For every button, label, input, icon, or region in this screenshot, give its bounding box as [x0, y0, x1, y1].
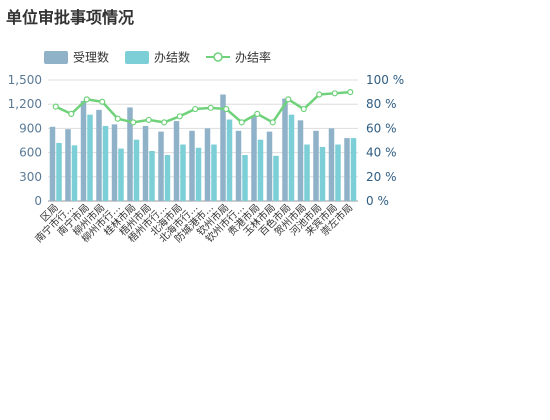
rate-point[interactable]	[176, 113, 183, 120]
rate-point[interactable]	[331, 90, 338, 97]
bar-completed[interactable]	[118, 148, 124, 201]
bar-completed[interactable]	[102, 125, 109, 201]
rate-point[interactable]	[145, 116, 152, 124]
y-right-tick-label: 40 %	[366, 146, 397, 160]
bar-accepted[interactable]	[127, 107, 133, 201]
bar-accepted[interactable]	[313, 130, 319, 201]
rate-point[interactable]	[52, 103, 59, 110]
rate-point[interactable]	[316, 91, 323, 98]
bar-completed[interactable]	[273, 155, 279, 201]
rate-point[interactable]	[161, 119, 168, 126]
legend-label-1[interactable]: 办结数	[154, 50, 190, 65]
bar-completed[interactable]	[319, 146, 326, 201]
bar-completed[interactable]	[288, 114, 295, 201]
rate-point[interactable]	[99, 98, 106, 105]
legend-swatch-1[interactable]	[125, 51, 149, 64]
bar-completed[interactable]	[149, 150, 155, 201]
legend-marker-2[interactable]	[213, 52, 223, 62]
rate-point[interactable]	[192, 105, 199, 113]
bar-accepted[interactable]	[235, 130, 242, 201]
y-left-tick-label: 900	[19, 121, 42, 135]
bar-accepted[interactable]	[49, 126, 56, 201]
bar-completed[interactable]	[211, 144, 217, 201]
bar-accepted[interactable]	[189, 130, 195, 201]
bar-accepted[interactable]	[328, 128, 335, 201]
legend-swatch-0[interactable]	[44, 51, 68, 64]
rate-point[interactable]	[347, 88, 354, 96]
rate-point[interactable]	[300, 105, 307, 113]
bar-accepted[interactable]	[344, 138, 350, 201]
bar-completed[interactable]	[180, 144, 186, 201]
y-right-tick-label: 100 %	[366, 73, 404, 87]
bar-accepted[interactable]	[266, 131, 273, 201]
bar-accepted[interactable]	[173, 121, 180, 201]
bar-completed[interactable]	[71, 145, 78, 201]
bar-completed[interactable]	[195, 147, 202, 201]
bar-accepted[interactable]	[65, 129, 71, 201]
rate-point[interactable]	[83, 96, 90, 103]
rate-point[interactable]	[114, 115, 121, 122]
bar-accepted[interactable]	[297, 120, 304, 201]
legend-label-0[interactable]: 受理数	[73, 50, 109, 65]
y-left-tick-label: 300	[19, 170, 42, 184]
bar-accepted[interactable]	[282, 98, 288, 201]
bar-completed[interactable]	[226, 119, 233, 201]
bar-completed[interactable]	[133, 139, 140, 201]
y-right-tick-label: 80 %	[366, 97, 397, 111]
bar-completed[interactable]	[257, 139, 264, 201]
bar-accepted[interactable]	[220, 94, 226, 201]
bar-completed[interactable]	[56, 142, 62, 201]
bar-accepted[interactable]	[204, 128, 211, 201]
y-left-tick-label: 1,200	[8, 97, 42, 111]
bar-completed[interactable]	[335, 144, 341, 201]
bar-completed[interactable]	[87, 114, 93, 201]
page-title: 单位审批事项情况	[6, 8, 135, 27]
rate-point[interactable]	[207, 104, 214, 111]
bar-completed[interactable]	[304, 144, 310, 201]
bar-completed[interactable]	[164, 155, 171, 201]
rate-point[interactable]	[254, 110, 261, 117]
rate-point[interactable]	[238, 119, 245, 126]
y-left-tick-label: 0	[34, 194, 42, 208]
bar-accepted[interactable]	[80, 100, 87, 201]
rate-point[interactable]	[223, 105, 230, 113]
rate-point[interactable]	[285, 96, 292, 103]
rate-point[interactable]	[269, 119, 276, 126]
y-right-tick-label: 0 %	[366, 194, 389, 208]
rate-point[interactable]	[68, 110, 75, 117]
bar-completed[interactable]	[350, 138, 357, 201]
bar-accepted[interactable]	[158, 131, 164, 201]
bar-accepted[interactable]	[96, 109, 102, 201]
bar-accepted[interactable]	[111, 124, 118, 201]
y-left-tick-label: 1,500	[8, 73, 42, 87]
y-right-tick-label: 20 %	[366, 170, 397, 184]
rate-point[interactable]	[130, 119, 137, 126]
y-left-tick-label: 600	[19, 146, 42, 160]
bar-accepted[interactable]	[142, 125, 149, 201]
bar-completed[interactable]	[242, 155, 248, 201]
legend-label-2[interactable]: 办结率	[235, 50, 271, 65]
y-right-tick-label: 60 %	[366, 121, 397, 135]
bar-accepted[interactable]	[251, 116, 257, 201]
